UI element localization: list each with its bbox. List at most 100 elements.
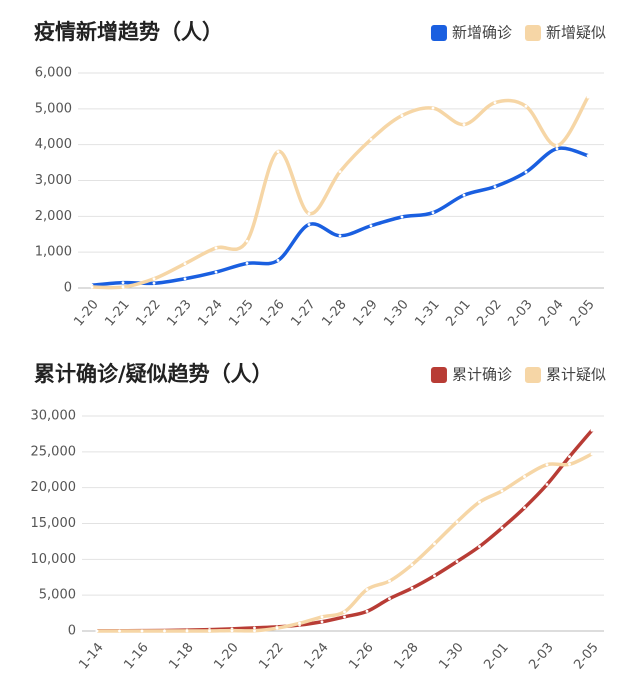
x-tick-label: 2-01 <box>443 297 473 329</box>
point <box>307 223 311 226</box>
x-tick-label: 1-20 <box>71 297 101 329</box>
point <box>433 542 436 546</box>
x-tick-label: 1-16 <box>121 640 151 672</box>
point <box>152 277 156 281</box>
x-tick-label: 1-25 <box>226 297 256 329</box>
point <box>275 626 279 630</box>
point <box>555 147 559 151</box>
point <box>388 579 391 583</box>
series-line <box>96 452 593 633</box>
point <box>524 170 528 174</box>
point <box>90 285 94 289</box>
point <box>183 277 187 281</box>
point <box>320 615 324 619</box>
point <box>455 560 459 563</box>
y-tick-label: 15,000 <box>31 516 77 531</box>
y-tick-label: 5,000 <box>39 588 76 603</box>
x-tick-label: 2-01 <box>481 640 511 672</box>
x-tick-label: 1-29 <box>350 297 380 329</box>
x-tick-label: 1-26 <box>346 640 376 672</box>
legend-label: 累计确诊 <box>452 366 512 384</box>
point <box>388 597 391 601</box>
legend-swatch <box>524 367 541 383</box>
point <box>95 629 99 633</box>
x-tick-label: 1-22 <box>133 297 163 329</box>
y-tick-label: 25,000 <box>31 444 77 459</box>
point <box>400 215 404 219</box>
x-tick-label: 1-18 <box>166 640 196 672</box>
series-line <box>96 429 594 633</box>
point <box>338 234 342 238</box>
x-tick-label: 2-05 <box>571 640 601 672</box>
x-tick-label: 1-30 <box>436 640 466 672</box>
point <box>245 261 249 265</box>
point <box>590 452 594 456</box>
y-tick-label: 0 <box>64 281 72 296</box>
y-tick-label: 10,000 <box>31 552 77 567</box>
point <box>208 629 211 633</box>
chart-title: 累计确诊/疑似趋势（人） <box>34 362 273 386</box>
point <box>523 475 526 478</box>
point <box>455 520 459 524</box>
point <box>298 621 301 625</box>
point <box>462 123 466 126</box>
legend-label: 新增确诊 <box>452 24 512 42</box>
point <box>338 170 342 174</box>
point <box>431 106 435 110</box>
point <box>183 262 187 266</box>
point <box>568 462 571 466</box>
x-tick-label: 2-03 <box>505 297 535 329</box>
point <box>185 629 189 633</box>
legend-swatch <box>524 25 541 41</box>
chart-title: 疫情新增趋势（人） <box>34 20 223 44</box>
x-tick-label: 1-30 <box>381 297 411 329</box>
y-tick-label: 3,000 <box>35 173 72 188</box>
point <box>121 285 125 289</box>
x-tick-label: 1-23 <box>164 297 194 329</box>
point <box>163 629 166 633</box>
legend-swatch <box>430 25 447 41</box>
point <box>320 620 324 624</box>
point <box>568 455 571 459</box>
point <box>121 281 125 285</box>
y-tick-label: 6,000 <box>35 66 72 81</box>
legend-swatch <box>430 367 447 383</box>
point <box>253 629 256 633</box>
y-tick-label: 2,000 <box>35 209 72 224</box>
x-tick-label: 1-22 <box>256 640 286 672</box>
point <box>400 114 404 117</box>
point <box>462 193 466 197</box>
x-tick-label: 1-28 <box>391 640 421 672</box>
y-tick-label: 1,000 <box>35 245 72 260</box>
y-tick-label: 5,000 <box>35 101 72 116</box>
x-tick-label: 1-27 <box>288 297 318 329</box>
x-tick-label: 2-04 <box>536 297 566 329</box>
point <box>586 95 590 99</box>
point <box>500 489 504 493</box>
x-tick-label: 1-24 <box>195 297 225 329</box>
point <box>343 615 346 619</box>
point <box>369 224 373 228</box>
point <box>410 586 414 590</box>
point <box>410 563 414 567</box>
point <box>500 526 504 530</box>
x-tick-label: 2-03 <box>526 640 556 672</box>
point <box>493 101 497 105</box>
x-tick-label: 1-31 <box>412 297 442 329</box>
point <box>152 281 156 285</box>
point <box>431 211 435 215</box>
point <box>369 137 373 141</box>
point <box>276 259 280 262</box>
point <box>493 185 497 189</box>
point <box>365 588 369 591</box>
point <box>586 154 590 158</box>
point <box>118 629 121 633</box>
legend-label: 累计疑似 <box>546 366 606 384</box>
x-tick-label: 1-14 <box>76 640 106 672</box>
y-tick-label: 0 <box>68 624 76 639</box>
point <box>478 500 481 504</box>
legend-label: 新增疑似 <box>546 24 606 42</box>
point <box>524 104 528 108</box>
